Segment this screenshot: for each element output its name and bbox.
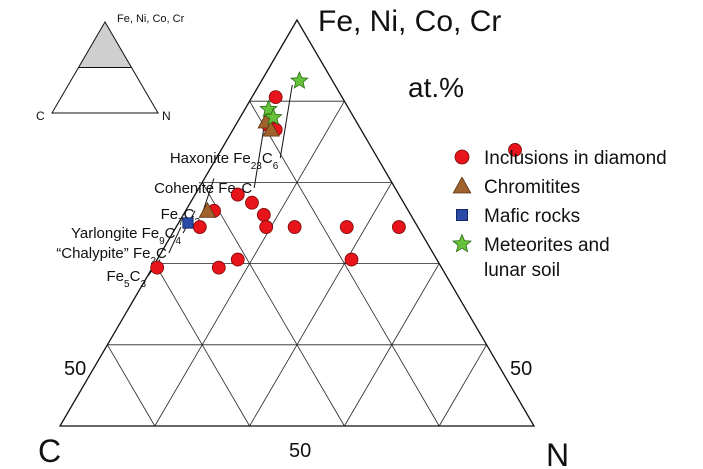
annotation-sub-4: 2 xyxy=(150,256,156,267)
annotation-text-2: Fe xyxy=(161,206,179,223)
annotation-sub-5: 5 xyxy=(124,279,130,290)
point-triangle-1-1 xyxy=(262,120,280,137)
grid-line-c-10 xyxy=(154,263,250,427)
point-circle-0-0 xyxy=(268,90,283,105)
vertex-label-metal: Fe, Ni, Co, Cr xyxy=(318,5,501,38)
ternary-frame xyxy=(58,18,536,427)
annotation-text2-0: C xyxy=(262,150,273,167)
point-circle-0-10 xyxy=(339,220,354,234)
annotation-label-5: Fe5C3 xyxy=(107,268,147,290)
inset-label-carbon: C xyxy=(36,109,45,123)
tick-label-bottom-50: 50 xyxy=(289,440,311,462)
inset-ternary: Fe, Ni, Co, Cr C N xyxy=(36,13,185,123)
annotation-label-4: “Chalypite” Fe2C xyxy=(56,245,167,267)
tick-label-right-50: 50 xyxy=(510,358,532,380)
grid-line-c-11 xyxy=(107,344,156,427)
point-circle-0-15 xyxy=(211,260,226,275)
legend-label-3: Meteorites and xyxy=(484,235,610,256)
point-circle-0-6 xyxy=(256,207,271,222)
legend-marker-3 xyxy=(451,233,473,253)
inset-label-metal: Fe, Ni, Co, Cr xyxy=(117,13,185,25)
inset-shaded-region xyxy=(78,22,132,68)
point-circle-0-4 xyxy=(245,195,259,210)
vertex-label-carbon: C xyxy=(38,433,61,469)
legend: Inclusions in diamond Chromitites Mafic ro… xyxy=(451,148,667,281)
legend-label-3-line1: lunar soil xyxy=(484,260,560,281)
grid-line-c-9 xyxy=(201,182,345,427)
point-circle-0-3 xyxy=(230,187,245,202)
point-star-3-0 xyxy=(289,71,309,89)
axis-labels: Fe, Ni, Co, Cr at.% C N 50 50 50 xyxy=(38,5,569,469)
annotation-text-0: Haxonite Fe xyxy=(170,150,251,167)
vertex-label-nitrogen: N xyxy=(546,437,569,469)
annotation-label-0: Haxonite Fe23C6 xyxy=(170,150,279,172)
grid-line-n-5 xyxy=(249,182,393,427)
annotation-leader-4 xyxy=(168,226,182,254)
annotation-sub-0: 23 xyxy=(251,161,263,172)
data-points xyxy=(150,71,522,275)
point-star-3-2 xyxy=(263,107,283,126)
annotation-sub2-0: 6 xyxy=(273,161,279,172)
ternary-grid xyxy=(107,100,487,427)
point-circle-0-12 xyxy=(230,252,245,267)
annotation-text-1: Cohenite Fe xyxy=(154,180,236,197)
annotation-text-4: “Chalypite” Fe xyxy=(56,245,150,262)
annotation-text-3: Yarlongite Fe xyxy=(71,225,159,242)
legend-marker-1 xyxy=(452,176,472,194)
point-circle-0-7 xyxy=(192,220,207,234)
annotation-sub2-5: 3 xyxy=(140,279,146,290)
legend-marker-2 xyxy=(455,208,468,221)
point-circle-0-13 xyxy=(344,252,359,267)
point-triangle-1-2 xyxy=(198,201,217,218)
grid-line-n-7 xyxy=(438,344,487,427)
annotation-sub-2: 7 xyxy=(178,217,184,228)
annotation-label-3: Yarlongite Fe9C4 xyxy=(71,225,182,247)
legend-label-0: Inclusions in diamond xyxy=(484,148,667,169)
inset-label-nitrogen: N xyxy=(162,109,171,123)
annotation-leader-0 xyxy=(279,84,293,159)
annotation-sub2-3: 4 xyxy=(176,236,182,247)
units-label: at.% xyxy=(408,72,464,103)
point-circle-0-9 xyxy=(287,220,302,234)
legend-marker-0 xyxy=(454,149,470,165)
annotation-text2-2: C xyxy=(184,206,195,223)
annotation-text2-3: C xyxy=(165,225,176,242)
legend-label-1: Chromitites xyxy=(484,177,580,198)
legend-label-2: Mafic rocks xyxy=(484,206,580,227)
annotation-text2-1: C xyxy=(241,180,252,197)
annotation-text2-4: C xyxy=(156,245,167,262)
tick-label-left-50: 50 xyxy=(64,358,86,380)
point-square-2-0 xyxy=(182,217,194,229)
point-circle-0-14 xyxy=(150,260,165,275)
annotation-text2-5: C xyxy=(130,268,141,285)
annotation-sub-3: 9 xyxy=(159,236,165,247)
annotation-text-5: Fe xyxy=(107,268,125,285)
triangle-outline xyxy=(58,18,536,427)
point-circle-0-8 xyxy=(259,220,274,234)
point-circle-0-16 xyxy=(508,143,522,157)
point-circle-0-11 xyxy=(392,220,406,234)
